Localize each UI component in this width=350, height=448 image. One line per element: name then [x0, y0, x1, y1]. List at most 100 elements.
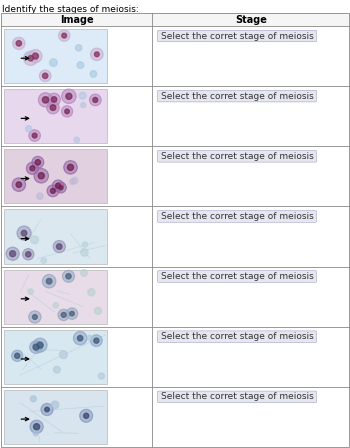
Circle shape [33, 431, 38, 436]
Circle shape [25, 53, 31, 60]
FancyBboxPatch shape [158, 30, 316, 42]
Circle shape [48, 93, 60, 106]
Bar [4, 390, 107, 444]
Circle shape [42, 275, 56, 288]
Circle shape [51, 401, 59, 409]
Circle shape [47, 101, 59, 114]
Text: Select the corret stage of meiosis: Select the corret stage of meiosis [161, 152, 314, 161]
Circle shape [16, 41, 22, 46]
Circle shape [80, 409, 92, 422]
Circle shape [65, 109, 69, 114]
Circle shape [74, 332, 87, 345]
Circle shape [50, 59, 57, 66]
FancyBboxPatch shape [158, 331, 316, 343]
Circle shape [15, 353, 20, 358]
Circle shape [70, 311, 74, 316]
Circle shape [58, 309, 69, 320]
FancyBboxPatch shape [158, 391, 316, 403]
Circle shape [90, 94, 101, 106]
Circle shape [71, 177, 78, 184]
Circle shape [32, 133, 37, 138]
Circle shape [66, 93, 72, 99]
Text: Select the corret stage of meiosis: Select the corret stage of meiosis [161, 31, 314, 40]
Circle shape [29, 311, 41, 323]
Circle shape [42, 97, 49, 103]
Circle shape [54, 366, 60, 373]
FancyBboxPatch shape [158, 271, 316, 282]
Circle shape [46, 279, 52, 284]
Circle shape [76, 45, 82, 51]
Text: Select the corret stage of meiosis: Select the corret stage of meiosis [161, 392, 314, 401]
Circle shape [29, 130, 40, 141]
Circle shape [58, 30, 70, 41]
Text: Select the corret stage of meiosis: Select the corret stage of meiosis [161, 272, 314, 281]
Circle shape [6, 247, 19, 260]
Circle shape [66, 308, 78, 319]
Circle shape [33, 53, 38, 59]
Circle shape [32, 156, 44, 168]
Circle shape [93, 97, 98, 103]
Circle shape [42, 73, 48, 78]
Circle shape [37, 193, 43, 199]
Circle shape [33, 314, 37, 319]
Text: Select the corret stage of meiosis: Select the corret stage of meiosis [161, 92, 314, 101]
Circle shape [94, 307, 101, 314]
Text: Select the corret stage of meiosis: Select the corret stage of meiosis [161, 212, 314, 221]
Circle shape [77, 336, 83, 341]
Bar [4, 29, 107, 83]
Circle shape [30, 236, 38, 244]
Circle shape [84, 413, 89, 418]
FancyBboxPatch shape [158, 151, 316, 162]
Circle shape [47, 185, 59, 197]
Circle shape [56, 244, 62, 250]
Circle shape [30, 420, 43, 433]
Circle shape [80, 270, 87, 276]
Circle shape [52, 180, 64, 191]
Circle shape [41, 404, 53, 415]
Circle shape [10, 251, 16, 257]
Circle shape [60, 351, 67, 358]
Circle shape [38, 93, 52, 107]
Circle shape [94, 338, 99, 343]
Bar [4, 149, 107, 203]
Text: Identify the stages of meiosis:: Identify the stages of meiosis: [2, 5, 139, 14]
Circle shape [50, 105, 56, 111]
Bar [1, 13, 349, 26]
Text: Select the corret stage of meiosis: Select the corret stage of meiosis [161, 332, 314, 341]
Circle shape [53, 241, 65, 253]
Circle shape [91, 335, 102, 346]
Circle shape [35, 159, 41, 165]
Bar [4, 89, 107, 143]
Bar [4, 209, 107, 263]
Circle shape [55, 182, 66, 193]
Circle shape [77, 62, 84, 69]
Circle shape [34, 168, 48, 183]
Circle shape [26, 252, 31, 257]
Circle shape [53, 303, 58, 308]
Circle shape [12, 350, 23, 362]
Circle shape [91, 48, 103, 60]
Circle shape [98, 373, 104, 379]
Circle shape [30, 396, 36, 402]
Circle shape [30, 341, 42, 353]
Circle shape [50, 189, 55, 194]
FancyBboxPatch shape [158, 90, 316, 102]
Circle shape [68, 164, 74, 170]
Circle shape [17, 226, 31, 240]
Circle shape [79, 92, 86, 99]
Circle shape [41, 258, 47, 263]
Circle shape [94, 52, 99, 57]
Circle shape [38, 172, 44, 179]
Circle shape [29, 50, 42, 63]
Bar [4, 270, 107, 324]
Circle shape [21, 230, 27, 236]
Circle shape [62, 89, 76, 103]
Circle shape [62, 106, 72, 117]
Circle shape [51, 97, 57, 102]
Circle shape [70, 179, 75, 184]
Circle shape [61, 312, 66, 317]
Circle shape [56, 183, 61, 188]
Circle shape [34, 424, 40, 430]
Circle shape [13, 37, 25, 49]
Circle shape [40, 70, 51, 82]
